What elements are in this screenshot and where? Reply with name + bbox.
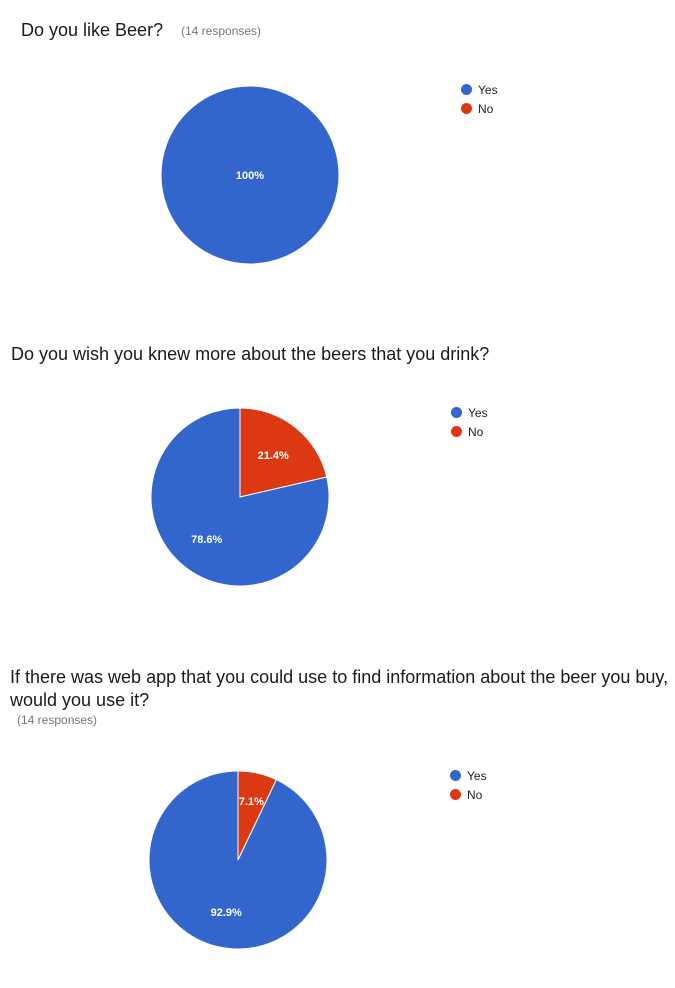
slice-label-yes: 92.9% [211, 907, 242, 919]
question-title: If there was web app that you could use … [10, 667, 669, 710]
chart-legend: Yes No [451, 403, 488, 441]
legend-label: Yes [468, 405, 488, 420]
slice-label-yes: 100% [236, 170, 264, 182]
chart-legend: Yes No [461, 80, 498, 118]
legend-label: No [468, 424, 484, 439]
legend-swatch-yes [450, 770, 461, 781]
legend-item-yes: Yes [461, 80, 498, 99]
legend-label: Yes [478, 82, 498, 97]
slice-label-yes: 78.6% [191, 534, 222, 546]
response-count: (14 responses) [17, 713, 98, 727]
chart-legend: Yes No [450, 766, 487, 804]
question-title: Do you wish you knew more about the beer… [11, 344, 490, 364]
pie-chart: 7.1% 92.9% [148, 770, 328, 950]
legend-item-yes: Yes [450, 766, 487, 785]
legend-swatch-yes [451, 407, 462, 418]
legend-item-no: No [461, 99, 498, 118]
slice-label-no: 21.4% [258, 450, 289, 462]
legend-label: No [467, 787, 483, 802]
pie-slice-yes[interactable] [150, 407, 330, 587]
pie-slice-no[interactable] [239, 407, 328, 498]
legend-label: No [478, 101, 494, 116]
legend-item-yes: Yes [451, 403, 488, 422]
legend-swatch-no [461, 103, 472, 114]
legend-item-no: No [451, 422, 488, 441]
slice-label-no: 7.1% [239, 796, 264, 808]
legend-label: Yes [467, 768, 487, 783]
pie-slice-yes[interactable] [160, 85, 340, 265]
pie-chart: 21.4% 78.6% [150, 407, 330, 587]
legend-swatch-no [450, 789, 461, 800]
legend-swatch-yes [461, 84, 472, 95]
pie-chart: 100% [160, 85, 340, 265]
legend-item-no: No [450, 785, 487, 804]
question-title: Do you like Beer? [21, 20, 164, 40]
response-count: (14 responses) [181, 24, 262, 38]
pie-slice-yes[interactable] [148, 770, 328, 950]
legend-swatch-no [451, 426, 462, 437]
